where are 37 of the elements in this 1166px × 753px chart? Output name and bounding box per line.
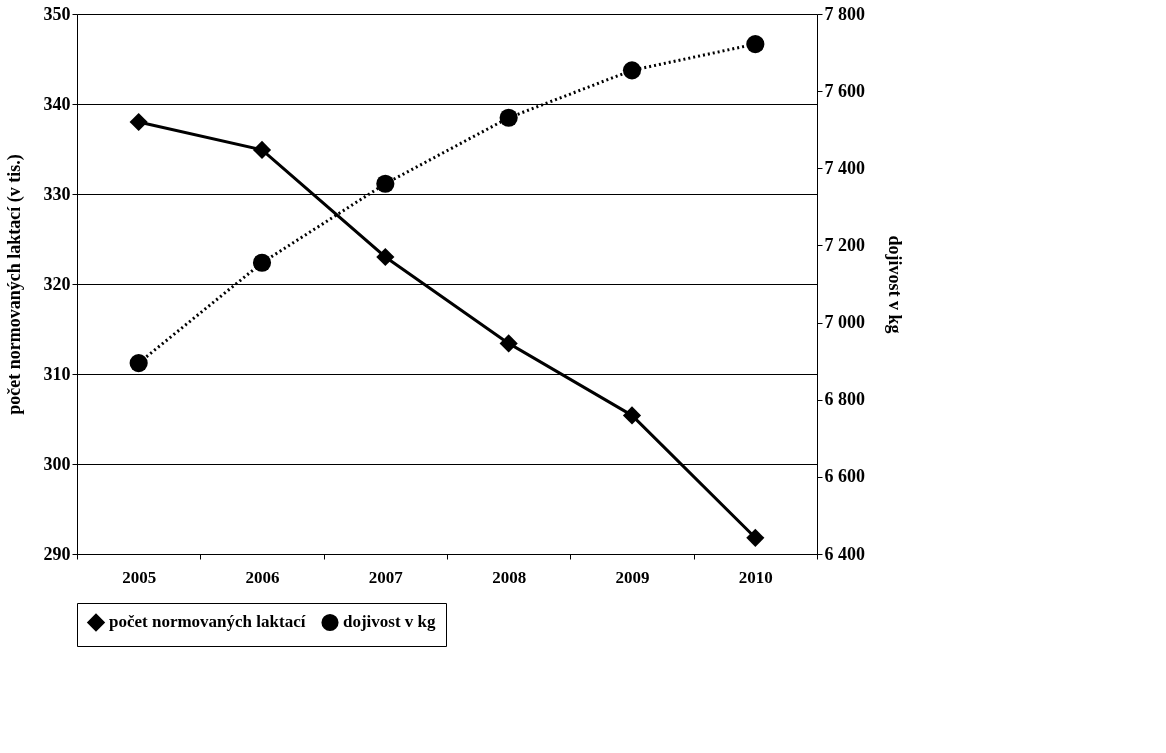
x-tick-label: 2010 — [738, 567, 773, 587]
y-axis-title: počet normovaných laktací (v tis.) — [3, 154, 25, 415]
point — [499, 108, 518, 127]
point — [622, 406, 642, 425]
y2-tick-label: 7 000 — [824, 312, 865, 333]
y-tick-label: 320 — [43, 273, 71, 294]
y2-tick-label: 6 400 — [824, 543, 865, 564]
y-tick-label: 290 — [43, 543, 71, 564]
point — [746, 528, 765, 547]
point — [746, 35, 765, 54]
y-tick-label: 300 — [43, 453, 71, 474]
y-tick-label: 310 — [43, 363, 71, 384]
point — [252, 253, 272, 272]
y2-tick-label: 7 200 — [824, 234, 865, 255]
x-tick-label: 2008 — [492, 567, 527, 587]
y-tick-label: 350 — [43, 3, 71, 24]
point — [129, 354, 148, 373]
point — [376, 247, 395, 267]
point — [376, 174, 395, 193]
point — [622, 61, 642, 80]
point — [499, 334, 518, 353]
y2-axis-title: dojivost v kg — [885, 235, 905, 334]
x-tick-label: 2009 — [615, 567, 650, 587]
x-tick-label: 2005 — [122, 567, 157, 587]
legend-label: počet normovaných laktací — [109, 612, 306, 632]
y2-tick-label: 6 600 — [824, 466, 865, 487]
y-tick-label: 340 — [43, 93, 71, 114]
x-tick-label: 2007 — [368, 567, 404, 587]
y2-tick-label: 6 800 — [824, 389, 865, 410]
x-tick-label: 2006 — [245, 567, 280, 587]
y2-tick-label: 7 800 — [824, 3, 865, 24]
y2-tick-label: 7 600 — [824, 80, 865, 101]
point — [252, 140, 272, 159]
y-tick-label: 330 — [43, 183, 71, 204]
y2-tick-label: 7 400 — [824, 157, 865, 178]
point — [129, 112, 148, 132]
legend-label: dojivost v kg — [343, 612, 437, 632]
